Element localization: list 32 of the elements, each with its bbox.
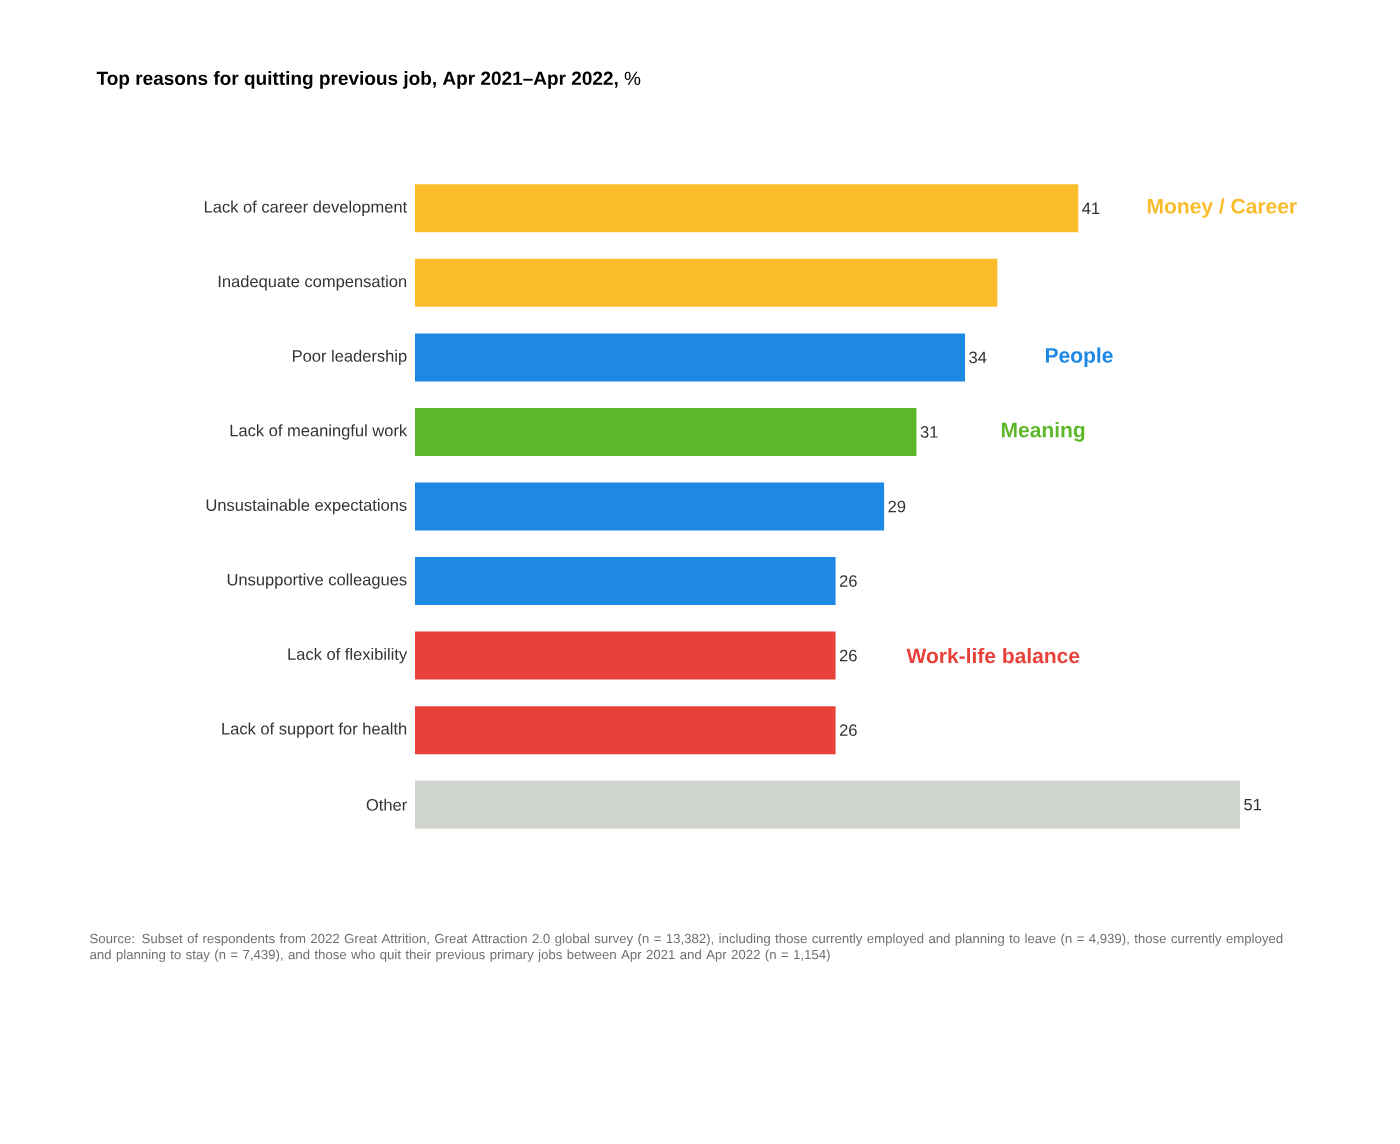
y-tick-label: Inadequate compensation — [218, 275, 407, 291]
annotation: Work-life balance — [906, 647, 1080, 664]
y-tick-label: Lack of support for health — [222, 722, 407, 738]
y-tick-label: Lack of career development — [204, 200, 408, 216]
data-label: 34 — [969, 351, 987, 364]
y-tick-label: Unsupportive colleagues — [227, 573, 407, 589]
chart-title: Top reasons for quitting previous job, Apr 2021–Apr 2022, % — [96, 71, 641, 89]
data-label: 31 — [920, 426, 938, 438]
y-tick-label: Unsustainable expectations — [206, 498, 407, 515]
bar — [415, 631, 836, 680]
data-label: 26 — [839, 649, 857, 662]
y-tick-label: Poor leadership — [292, 349, 407, 366]
annotation: Meaning — [1001, 421, 1085, 442]
annotation: Money / Career — [1147, 198, 1297, 218]
bar — [415, 407, 917, 456]
y-tick-label: Lack of flexibility — [288, 647, 408, 664]
bar — [415, 482, 885, 531]
y-tick-label: Lack of meaningful work — [230, 424, 408, 440]
data-label: 41 — [1082, 202, 1100, 214]
bar — [415, 184, 1079, 233]
bar — [415, 780, 1240, 829]
data-label: 51 — [1244, 798, 1262, 811]
bar — [415, 258, 998, 307]
data-label: 26 — [839, 575, 857, 587]
annotation: People — [1045, 347, 1113, 367]
source-note: Source: Subset of respondents from 2022 Great Attrition, Great Attraction 2.0 global survey (n = 13,382), including those currently employed and planning to leave (n = 4,939), those currently employed and planning to stay (n = 7,439), and those who quit their previous primary jobs between Apr 2021 and Apr 2022 (n = 1,154) — [90, 933, 1283, 962]
bar — [415, 557, 836, 606]
y-tick-label: Other — [366, 798, 407, 811]
bar — [415, 333, 965, 382]
data-label: 26 — [839, 724, 857, 736]
bar — [415, 706, 836, 755]
data-label: 29 — [888, 500, 906, 513]
